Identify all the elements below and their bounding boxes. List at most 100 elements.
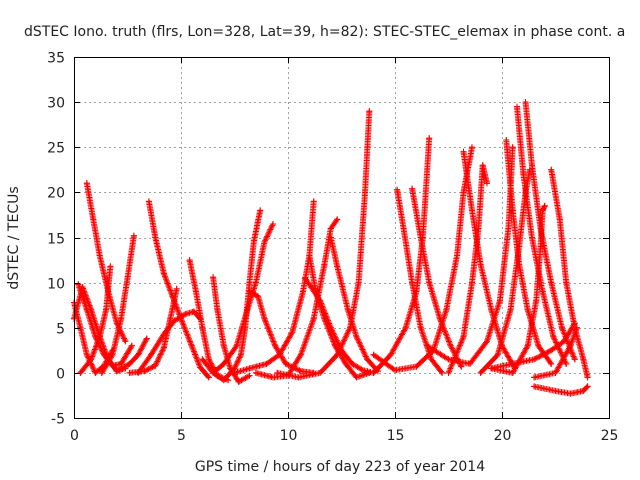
data-point	[458, 363, 465, 370]
data-point	[145, 198, 152, 205]
data-series	[477, 166, 533, 376]
data-point	[552, 369, 559, 376]
data-point	[334, 263, 341, 270]
data-point	[83, 306, 90, 313]
data-point	[246, 288, 253, 295]
data-point	[531, 374, 538, 381]
data-series	[488, 320, 578, 372]
data-point	[205, 374, 212, 381]
data-point	[477, 261, 484, 268]
data-point	[556, 216, 563, 223]
data-point	[558, 324, 565, 331]
data-point	[509, 369, 516, 376]
data-point	[488, 365, 495, 372]
data-point	[477, 369, 484, 376]
data-point	[107, 263, 114, 270]
data-point	[210, 274, 217, 281]
data-point	[276, 351, 283, 358]
data-point	[552, 387, 559, 394]
data-series	[126, 285, 180, 376]
data-series	[135, 308, 204, 376]
data-point	[469, 207, 475, 214]
data-point	[126, 369, 133, 376]
data-point	[524, 342, 531, 349]
data-series	[98, 232, 137, 376]
data-point	[548, 279, 555, 286]
data-point	[539, 288, 546, 295]
axis-ticks: 0 5 10 15 20 25 -5 0 5 10 15 20 25 30 35	[47, 51, 618, 445]
data-series	[113, 335, 150, 375]
data-point	[541, 202, 548, 209]
data-point	[496, 297, 503, 304]
data-point	[246, 365, 253, 372]
data-point	[355, 279, 362, 286]
data-point	[571, 356, 578, 363]
data-point	[92, 369, 99, 376]
data-points	[531, 383, 591, 397]
data-point	[167, 315, 174, 322]
data-point	[347, 324, 354, 331]
data-point	[257, 207, 264, 214]
data-point	[524, 306, 531, 313]
y-tick-label: 35	[47, 51, 65, 67]
data-point	[509, 144, 516, 151]
data-point	[220, 377, 227, 384]
data-series	[370, 135, 433, 376]
data-point	[349, 360, 356, 367]
data-point	[580, 387, 587, 394]
data-point	[409, 185, 416, 192]
data-point	[548, 360, 555, 367]
data-point	[424, 342, 431, 349]
data-point	[344, 306, 351, 313]
data-point	[96, 333, 103, 340]
x-tick-label: 20	[494, 428, 512, 444]
x-axis-label: GPS time / hours of day 223 of year 2014	[195, 459, 485, 475]
data-point	[516, 243, 523, 250]
data-point	[246, 372, 253, 379]
data-point	[573, 324, 580, 331]
data-point	[124, 275, 131, 282]
data-point	[548, 347, 555, 354]
data-point	[152, 234, 159, 241]
data-point	[75, 281, 82, 288]
data-point	[484, 338, 490, 345]
data-series	[75, 281, 135, 369]
data-point	[235, 378, 242, 385]
y-tick-label: 10	[47, 277, 65, 293]
data-point	[317, 297, 324, 304]
data-point	[220, 342, 227, 349]
data-point	[409, 279, 416, 286]
data-point	[334, 351, 341, 358]
data-point	[148, 351, 154, 358]
data-point	[152, 362, 159, 369]
data-point	[282, 360, 289, 367]
data-point	[246, 279, 253, 286]
data-point	[126, 360, 133, 367]
data-point	[334, 216, 341, 223]
data-point	[83, 351, 90, 358]
data-point	[439, 369, 446, 376]
x-tick-label: 5	[177, 428, 186, 444]
data-point	[529, 234, 535, 241]
data-point	[533, 297, 540, 304]
data-series	[210, 221, 276, 376]
data-point	[135, 351, 142, 358]
data-point	[484, 180, 490, 187]
data-point	[250, 239, 257, 245]
data-point	[563, 360, 570, 367]
data-point	[237, 351, 244, 358]
data-series	[531, 324, 580, 381]
data-point	[509, 360, 516, 367]
data-point	[584, 374, 591, 381]
data-points	[126, 285, 180, 376]
data-point	[359, 367, 366, 374]
data-point	[295, 374, 302, 381]
data-point	[426, 279, 433, 286]
data-point	[77, 324, 84, 331]
data-point	[317, 369, 324, 376]
data-point	[417, 234, 424, 241]
data-point	[130, 232, 137, 239]
data-point	[417, 324, 424, 331]
data-point	[445, 369, 452, 376]
data-point	[88, 356, 95, 363]
